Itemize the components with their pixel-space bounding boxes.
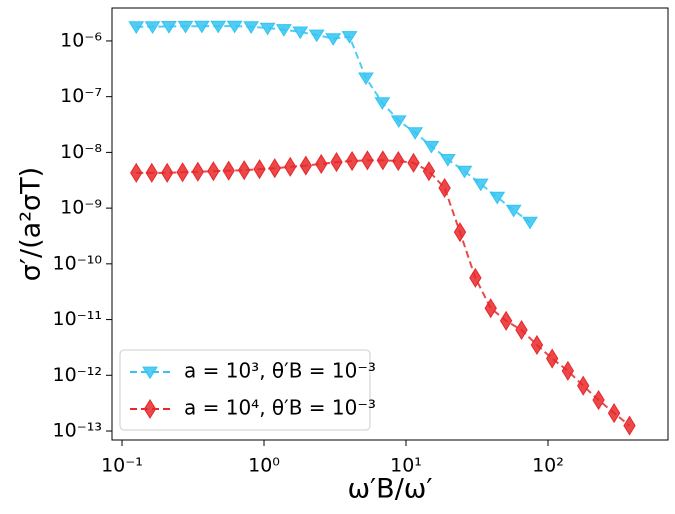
marker xyxy=(207,161,220,182)
marker xyxy=(341,31,358,44)
marker xyxy=(259,22,276,36)
y-axis-label: σ′/(a²σT) xyxy=(16,167,47,281)
marker xyxy=(222,160,235,181)
marker xyxy=(275,24,292,37)
marker xyxy=(142,366,158,380)
x-tick-label: 10¹ xyxy=(390,455,422,477)
marker xyxy=(469,267,482,288)
marker xyxy=(237,160,251,181)
marker xyxy=(376,150,390,171)
marker xyxy=(325,33,342,46)
y-tick-label: 10⁻¹² xyxy=(53,364,102,386)
y-tick-label: 10⁻¹⁰ xyxy=(53,252,102,274)
marker xyxy=(299,155,313,176)
marker xyxy=(438,177,451,199)
y-tick-label: 10⁻⁸ xyxy=(60,141,102,163)
x-tick-label: 10⁰ xyxy=(248,455,280,477)
marker xyxy=(515,319,528,341)
marker xyxy=(284,156,297,177)
marker xyxy=(390,115,407,128)
marker xyxy=(439,153,456,167)
marker xyxy=(253,159,266,180)
plot-frame xyxy=(111,7,669,441)
marker xyxy=(484,298,497,319)
marker xyxy=(392,150,405,172)
marker xyxy=(308,29,325,43)
marker xyxy=(530,334,544,356)
marker xyxy=(374,97,391,110)
marker xyxy=(592,389,605,411)
marker xyxy=(130,162,143,183)
marker xyxy=(577,375,590,396)
marker xyxy=(361,150,374,171)
marker xyxy=(422,161,436,182)
y-tick-label: 10⁻¹³ xyxy=(53,420,102,442)
legend-box xyxy=(119,349,371,431)
marker xyxy=(330,152,343,173)
marker xyxy=(176,162,189,183)
marker xyxy=(143,398,157,420)
marker xyxy=(423,140,440,154)
marker xyxy=(226,20,243,34)
y-tick-label: 10⁻⁶ xyxy=(60,29,102,51)
marker xyxy=(561,360,575,381)
marker xyxy=(243,21,259,34)
x-tick-label: 10² xyxy=(532,455,564,477)
marker xyxy=(161,21,177,34)
marker xyxy=(545,348,559,369)
marker xyxy=(128,21,145,34)
marker xyxy=(505,204,522,218)
marker xyxy=(499,310,513,331)
marker xyxy=(160,162,174,183)
marker xyxy=(489,191,506,205)
marker xyxy=(210,20,227,34)
marker xyxy=(292,26,309,40)
marker xyxy=(407,127,424,140)
marker xyxy=(456,165,473,179)
y-tick-label: 10⁻¹¹ xyxy=(53,308,102,330)
marker xyxy=(522,216,538,230)
series-line xyxy=(136,25,531,223)
marker xyxy=(345,150,359,172)
x-tick-label: 10⁻¹ xyxy=(101,455,143,477)
marker xyxy=(193,20,210,34)
legend-label: a = 10³, θ′B = 10⁻³ xyxy=(184,359,376,383)
marker xyxy=(315,153,328,175)
marker xyxy=(144,21,161,34)
marker xyxy=(607,403,621,424)
marker xyxy=(407,152,420,173)
marker xyxy=(268,158,281,179)
y-tick-label: 10⁻⁷ xyxy=(60,85,102,107)
marker xyxy=(453,222,467,243)
legend-label: a = 10⁴, θ′B = 10⁻³ xyxy=(184,396,376,420)
x-axis-label: ω′B/ω′ xyxy=(347,474,432,505)
marker xyxy=(145,162,158,183)
marker xyxy=(472,178,489,192)
marker xyxy=(177,20,194,34)
marker xyxy=(358,72,374,86)
marker xyxy=(191,161,205,182)
marker xyxy=(623,415,636,436)
y-tick-label: 10⁻⁹ xyxy=(60,197,102,219)
